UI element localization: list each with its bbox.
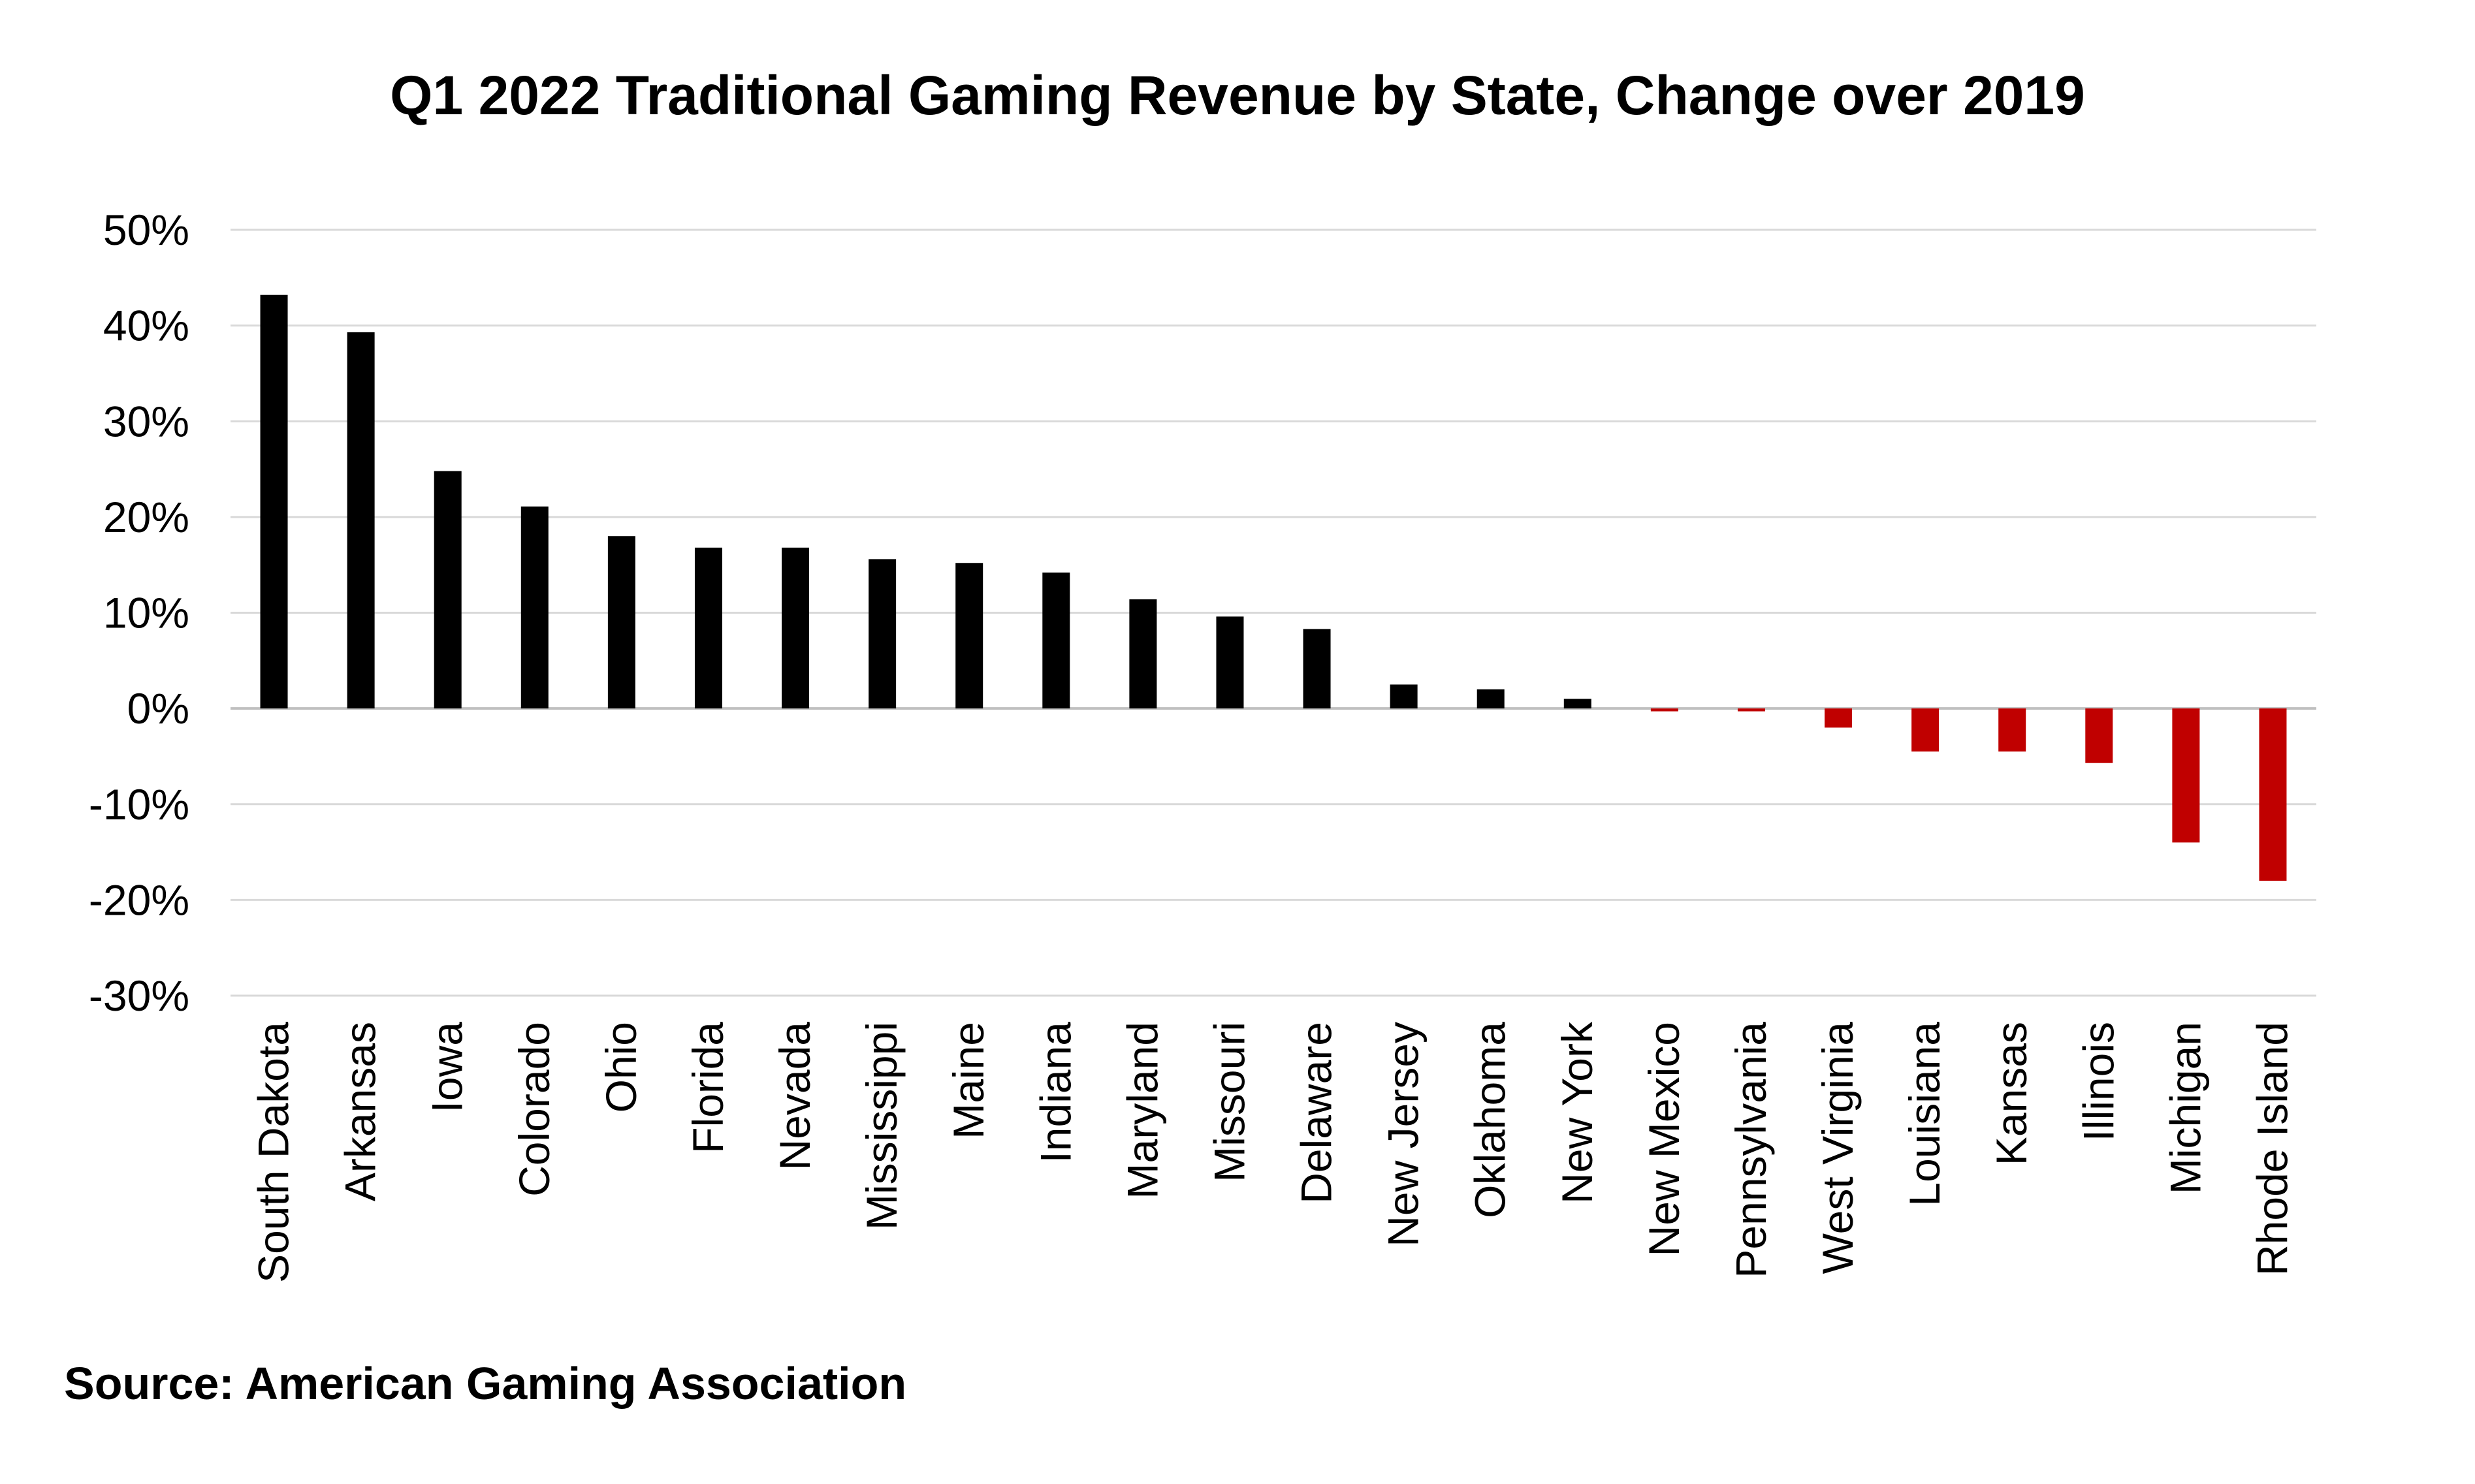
- bar-new-york: [1563, 699, 1591, 709]
- x-category-label: Maryland: [1118, 1022, 1166, 1199]
- bar-new-jersey: [1390, 684, 1418, 709]
- bar-oklahoma: [1477, 689, 1505, 709]
- chart-title: Q1 2022 Traditional Gaming Revenue by St…: [390, 65, 2085, 126]
- gridlines: [231, 229, 2316, 997]
- x-category-label: Michigan: [2161, 1022, 2209, 1194]
- x-category-label: New Jersey: [1379, 1022, 1428, 1247]
- x-category-label: New Mexico: [1640, 1022, 1688, 1256]
- y-tick-label: -30%: [89, 971, 189, 1020]
- bar-illinois: [2085, 708, 2113, 763]
- bar-florida: [694, 547, 722, 709]
- bar-colorado: [520, 506, 549, 709]
- bar-indiana: [1042, 572, 1070, 709]
- y-tick-label: -10%: [89, 780, 189, 829]
- source-note: Source: American Gaming Association: [64, 1358, 906, 1409]
- bar-michigan: [2172, 708, 2200, 843]
- x-category-label: South Dakota: [249, 1022, 298, 1283]
- bar-iowa: [434, 471, 462, 709]
- x-category-label: Indiana: [1031, 1022, 1079, 1163]
- y-axis-tick-labels: 50% 40% 30% 20% 10% 0% -10% -20% -30%: [89, 206, 189, 1020]
- x-category-label: Maine: [944, 1022, 993, 1139]
- bar-arkansas: [347, 332, 375, 709]
- x-category-label: Nevada: [771, 1022, 819, 1171]
- x-category-label: New York: [1553, 1021, 1601, 1204]
- y-tick-label: 30%: [103, 397, 189, 445]
- x-category-label: Iowa: [423, 1022, 471, 1113]
- y-tick-label: 20%: [103, 493, 189, 541]
- x-category-label: Mississippi: [857, 1022, 906, 1230]
- x-category-label: Missouri: [1205, 1022, 1253, 1182]
- y-tick-label: 0%: [127, 684, 189, 733]
- x-axis-category-labels: South Dakota Arkansas Iowa Colorado Ohio Flor…: [249, 1021, 2297, 1283]
- bar-ohio: [607, 536, 635, 709]
- x-category-label: Oklahoma: [1466, 1022, 1514, 1218]
- bar-south-dakota: [260, 294, 288, 709]
- bar-mississippi: [869, 559, 897, 709]
- y-tick-label: 50%: [103, 206, 189, 254]
- x-category-label: Louisiana: [1900, 1022, 1949, 1207]
- x-category-label: Rhode Island: [2248, 1022, 2296, 1276]
- bar-nevada: [782, 547, 810, 709]
- y-tick-label: -20%: [89, 876, 189, 924]
- x-category-label: Delaware: [1292, 1022, 1341, 1204]
- bar-pennsylvania: [1737, 708, 1765, 712]
- y-tick-label: 10%: [103, 589, 189, 637]
- x-category-label: Colorado: [510, 1022, 558, 1197]
- x-category-label: West Virginia: [1813, 1022, 1862, 1274]
- bar-maryland: [1129, 599, 1157, 709]
- x-category-label: Illinois: [2074, 1022, 2122, 1141]
- y-tick-label: 40%: [103, 302, 189, 350]
- x-category-label: Pennsylvania: [1727, 1022, 1775, 1278]
- bar-maine: [955, 563, 983, 709]
- bar-kansas: [1998, 708, 2026, 752]
- x-category-label: Kansas: [1987, 1022, 2036, 1165]
- bar-new-mexico: [1650, 708, 1678, 712]
- bar-louisiana: [1911, 708, 1940, 752]
- bar-rhode-island: [2259, 708, 2287, 881]
- bar-west-virginia: [1825, 708, 1853, 728]
- bar-delaware: [1303, 629, 1331, 709]
- bar-missouri: [1216, 616, 1244, 709]
- x-category-label: Ohio: [597, 1022, 645, 1113]
- bars: [260, 294, 2287, 881]
- x-category-label: Arkansas: [336, 1022, 385, 1201]
- x-category-label: Florida: [684, 1022, 732, 1154]
